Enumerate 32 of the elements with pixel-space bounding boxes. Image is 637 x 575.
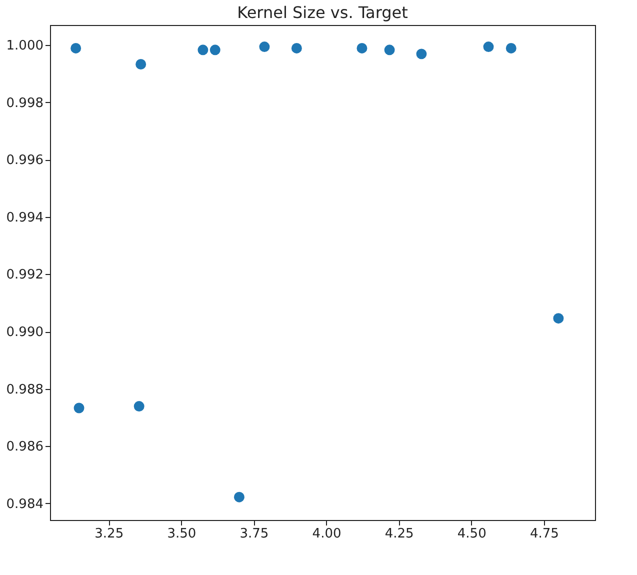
y-tick-label: 0.994 bbox=[6, 210, 44, 226]
x-tick-label: 3.25 bbox=[94, 526, 124, 542]
x-tick-label: 3.50 bbox=[167, 526, 196, 542]
point bbox=[234, 492, 244, 502]
point bbox=[483, 42, 494, 52]
y-tick-label: 0.992 bbox=[6, 268, 44, 283]
point bbox=[134, 401, 144, 412]
point bbox=[210, 44, 220, 56]
point bbox=[198, 44, 208, 56]
point bbox=[259, 42, 270, 52]
point bbox=[136, 59, 146, 70]
point bbox=[70, 42, 82, 54]
y-tick-label: 0.998 bbox=[6, 96, 44, 111]
point bbox=[416, 48, 427, 60]
y-tick-label: 1.000 bbox=[6, 38, 44, 54]
x-tick-label: 4.25 bbox=[384, 526, 414, 542]
y-tick-label: 0.984 bbox=[6, 496, 44, 512]
chart-title: Kernel Size vs. Target bbox=[237, 3, 408, 22]
x-tick-label: 4.75 bbox=[530, 526, 559, 542]
x-tick-label: 4.00 bbox=[312, 526, 342, 542]
x-tick-label: 4.50 bbox=[457, 526, 486, 542]
point bbox=[553, 313, 564, 324]
point bbox=[384, 44, 395, 56]
y-tick-label: 0.990 bbox=[6, 325, 44, 340]
y-tick-label: 0.986 bbox=[6, 440, 44, 455]
x-tick-label: 3.75 bbox=[240, 526, 269, 542]
point bbox=[356, 42, 368, 54]
point bbox=[506, 42, 516, 54]
y-tick-label: 0.988 bbox=[6, 382, 44, 398]
point bbox=[291, 42, 302, 54]
point bbox=[74, 402, 84, 414]
y-tick-label: 0.996 bbox=[6, 153, 44, 168]
